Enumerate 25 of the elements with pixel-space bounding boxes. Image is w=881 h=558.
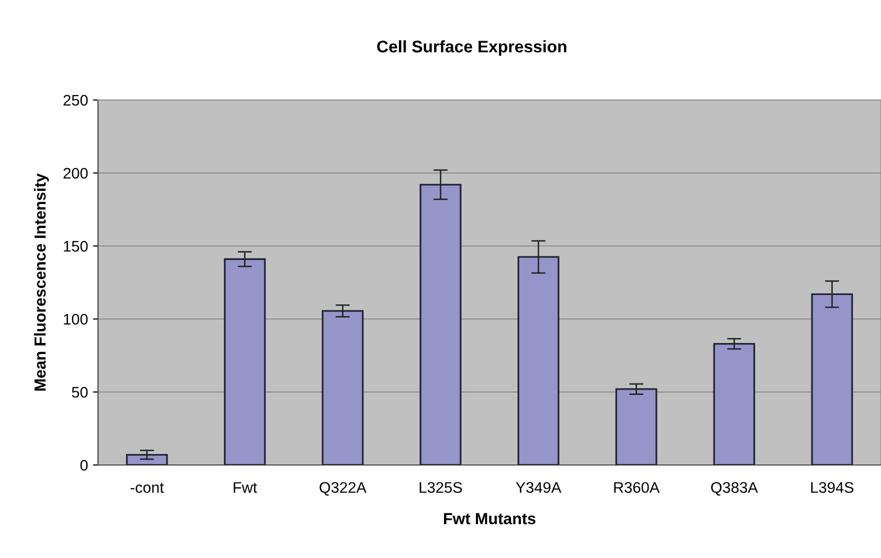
x-tick-label: R360A <box>614 482 660 493</box>
x-axis-title: Fwt Mutants <box>444 513 536 524</box>
y-tick-label: 100 <box>64 314 88 325</box>
x-tick-label: L325S <box>420 482 462 493</box>
x-tick-label: L394S <box>811 482 854 493</box>
bar <box>322 310 364 465</box>
y-tick-label: 50 <box>72 386 88 398</box>
bar <box>615 388 658 465</box>
bar <box>420 184 462 465</box>
y-axis-title: Mean Fluorescence Intensity <box>34 173 49 391</box>
y-tick-label: 0 <box>80 460 88 471</box>
bar <box>811 293 853 465</box>
chart-title: Cell Surface Expression <box>377 40 566 56</box>
x-tick-label: Fwt <box>234 482 258 493</box>
bar <box>713 342 756 465</box>
x-tick-label: Q322A <box>320 482 366 496</box>
bar <box>126 454 168 465</box>
y-tick-label: 200 <box>64 168 88 179</box>
bar <box>224 258 266 465</box>
x-tick-label: Y349A <box>516 482 562 493</box>
x-tick-label: Q383A <box>711 482 758 496</box>
bar <box>518 256 560 465</box>
x-tick-label: -cont <box>130 482 164 493</box>
y-tick-label: 250 <box>64 94 88 106</box>
y-tick-label: 150 <box>64 240 88 252</box>
